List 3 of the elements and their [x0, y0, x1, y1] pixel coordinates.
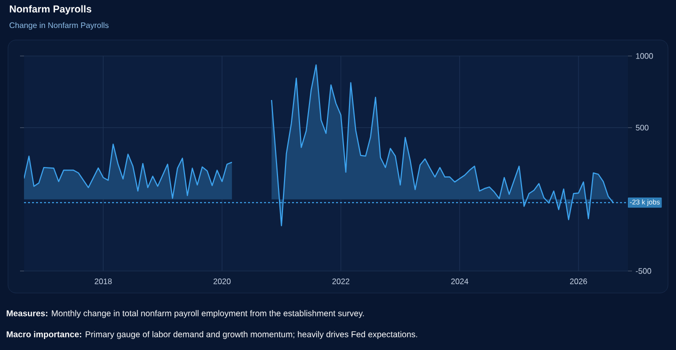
chart-title: Nonfarm Payrolls — [10, 5, 92, 14]
text: Macro importance: Primary gauge of labor demand and growth momentum; heavily drives Fed expectations. — [6, 331, 418, 339]
text: Measures: Monthly change in total nonfarm payroll employment from the establishment survey. — [6, 310, 364, 318]
